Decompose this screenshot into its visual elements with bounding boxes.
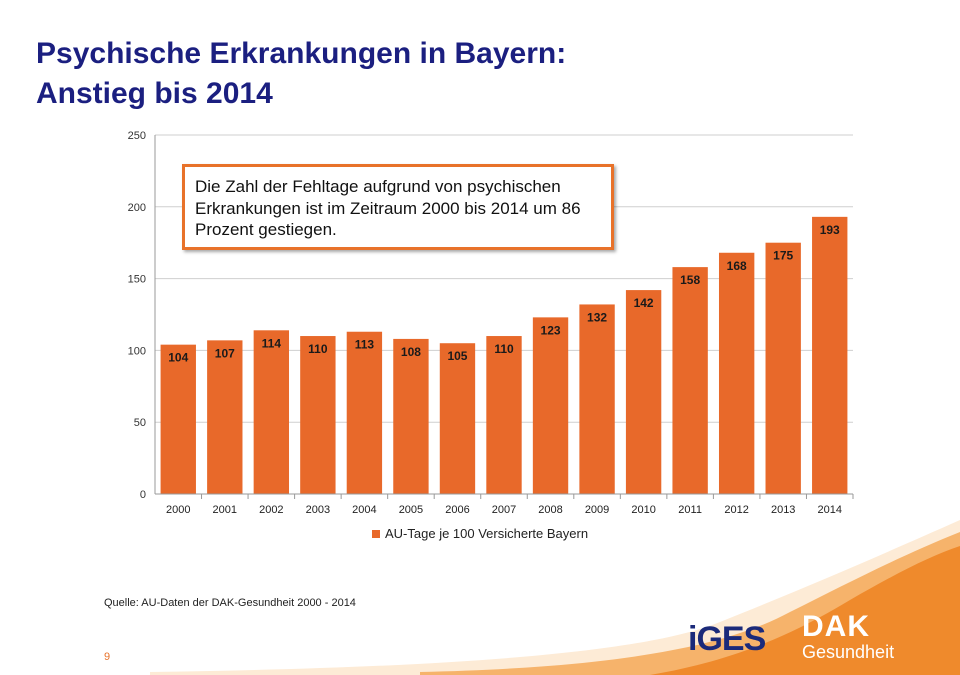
bar-2002 (253, 330, 290, 494)
x-tick-label-2002: 2002 (259, 504, 283, 516)
bar-2001 (207, 340, 243, 494)
chart-bars (160, 216, 848, 495)
y-tick-label: 100 (128, 345, 146, 357)
bar-2014 (812, 216, 848, 495)
x-tick-label-2006: 2006 (445, 504, 469, 516)
bar-2009 (579, 304, 615, 494)
x-tick-label-2011: 2011 (678, 504, 702, 516)
x-tick-label-2007: 2007 (492, 504, 516, 516)
data-label-2002: 114 (262, 336, 282, 350)
data-label-2004: 113 (355, 338, 375, 352)
legend-swatch (372, 529, 380, 538)
bar-2000 (160, 344, 196, 494)
data-label-2000: 104 (168, 351, 188, 365)
x-tick-label-2008: 2008 (538, 504, 562, 516)
iges-logo: iGES (688, 620, 766, 658)
chart-data-labels: 104 107 114 110 113 108 105 110 123 132 142 158 168 1… (168, 223, 840, 365)
x-tick-label-2009: 2009 (585, 504, 609, 516)
x-tick-label-2005: 2005 (399, 504, 423, 516)
y-tick-label: 250 (128, 130, 146, 142)
data-label-2011: 158 (680, 273, 700, 287)
slide-title-line2: Anstieg bis 2014 (36, 77, 273, 110)
bar-2008 (532, 317, 569, 494)
y-tick-label: 150 (128, 274, 146, 286)
x-tick-label-2003: 2003 (306, 504, 330, 516)
data-label-2009: 132 (587, 310, 607, 324)
x-tick-label-2004: 2004 (352, 504, 376, 516)
callout-text: Die Zahl der Fehltage aufgrund von psych… (195, 177, 581, 239)
bar-2007 (486, 336, 522, 494)
dak-logo-bottom: Gesundheit (802, 642, 895, 662)
data-label-2010: 142 (634, 296, 654, 310)
y-tick-label: 0 (140, 489, 146, 501)
page-number: 9 (104, 651, 111, 663)
bar-2006 (439, 343, 476, 494)
data-label-2005: 108 (401, 345, 421, 359)
slide-title-line1: Psychische Erkrankungen in Bayern: (36, 37, 567, 70)
bar-2012 (718, 252, 755, 494)
data-label-2001: 107 (215, 346, 235, 360)
bar-2005 (393, 338, 429, 494)
dak-logo-top: DAK (802, 610, 870, 643)
data-label-2012: 168 (727, 259, 747, 273)
x-tick-label-2000: 2000 (166, 504, 190, 516)
source-note: Quelle: AU-Daten der DAK-Gesundheit 2000… (104, 597, 356, 609)
data-label-2008: 123 (541, 323, 561, 337)
data-label-2003: 110 (308, 342, 328, 356)
x-tick-label-2013: 2013 (771, 504, 795, 516)
legend-label: AU-Tage je 100 Versicherte Bayern (385, 526, 589, 541)
y-tick-label: 50 (134, 417, 146, 429)
data-label-2007: 110 (494, 342, 514, 356)
bar-2013 (765, 242, 801, 494)
x-tick-label-2010: 2010 (631, 504, 655, 516)
slide-title: Psychische Erkrankungen in Bayern: Ansti… (36, 34, 566, 114)
x-tick-label-2014: 2014 (817, 504, 841, 516)
dak-logo: DAK Gesundheit (802, 610, 895, 663)
bar-2004 (346, 331, 383, 494)
bar-2011 (672, 267, 708, 494)
data-label-2006: 105 (447, 349, 467, 363)
x-tick-label-2001: 2001 (213, 504, 237, 516)
bar-2010 (625, 290, 662, 494)
y-tick-label: 200 (128, 202, 146, 214)
x-tick-label-2012: 2012 (724, 504, 748, 516)
chart-x-axis: 2000 2001 2002 2003 2004 2005 2006 2007 2008 2009… (155, 493, 854, 516)
callout-box: Die Zahl der Fehltage aufgrund von psych… (182, 164, 614, 250)
bar-2003 (300, 336, 336, 494)
chart-legend: AU-Tage je 100 Versicherte Bayern (372, 526, 588, 541)
chart-y-axis: 0 50 100 150 200 250 (128, 130, 156, 501)
data-label-2013: 175 (773, 249, 793, 263)
data-label-2014: 193 (820, 223, 840, 237)
